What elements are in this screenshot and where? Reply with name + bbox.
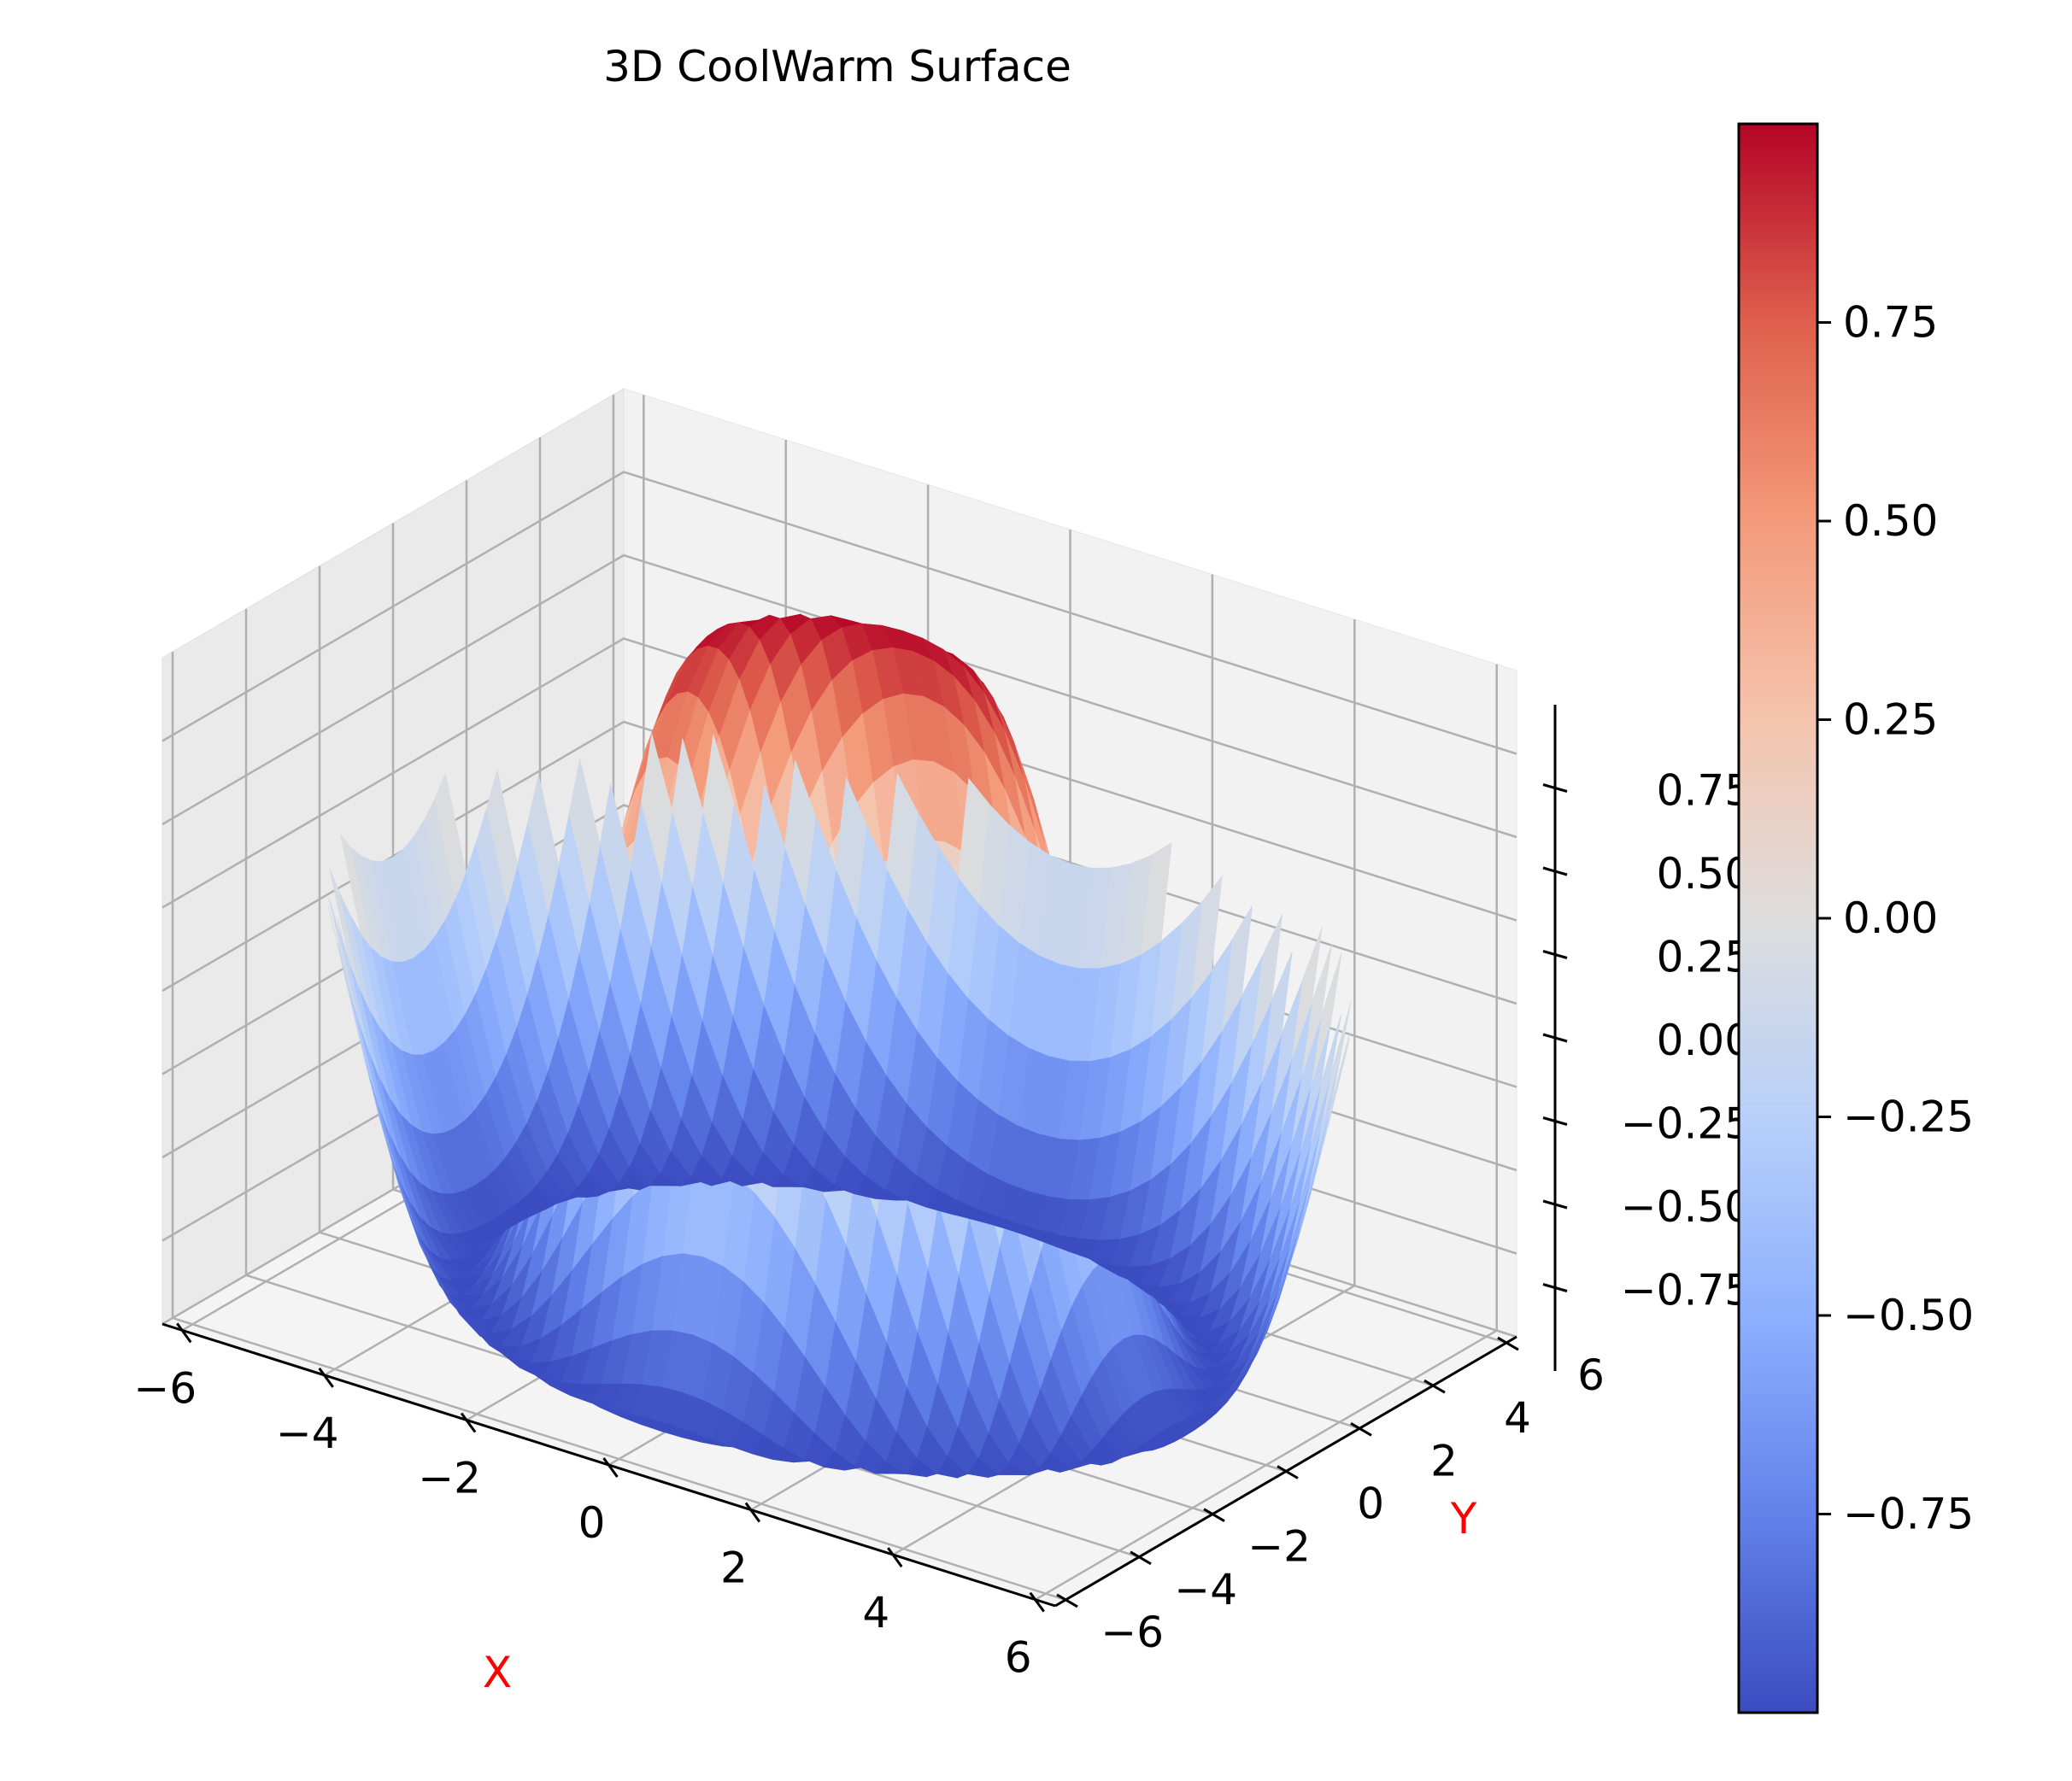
y-tick-label: 4 [1504,1393,1531,1443]
y-tick [1130,1550,1152,1566]
y-tick-label: −4 [1174,1565,1237,1614]
colorbar: 0.75 0.50 0.25 0.00 −0.25 −0.50 −0.75 [1737,122,1974,1714]
y-tick [1497,1336,1519,1351]
x-tick-label: −6 [133,1363,197,1413]
x-tick [318,1368,334,1388]
y-tick [1350,1422,1372,1437]
x-tick [744,1502,761,1523]
z-tick-label: 0.00 [1657,1016,1752,1065]
grid-line-z [161,637,1517,922]
z-tick-label: 0.50 [1657,849,1752,899]
z-tick-label: −0.50 [1621,1182,1752,1232]
grid-line-z [161,554,1517,839]
z-tick [1542,783,1568,793]
x-tick [176,1322,192,1344]
y-tick-label: 6 [1577,1350,1605,1400]
surface-patch [784,760,816,904]
x-tick-label: 6 [1005,1633,1032,1683]
axes: −6−4−20246−6−4−20246−0.75−0.50−0.250.000… [133,705,1752,1683]
y-tick-label: −2 [1247,1522,1311,1572]
z-tick [1542,1199,1568,1210]
z-tick-label: 0.25 [1657,933,1752,982]
surface-patch [958,777,989,905]
y-tick-label: −6 [1101,1608,1164,1657]
y-tick [1423,1379,1446,1394]
colorbar-tick-label: −0.75 [1843,1490,1974,1539]
surface-patch [702,735,735,882]
y-tick [1056,1593,1078,1608]
z-tick [1542,950,1568,959]
colorbar-tick-label: 0.75 [1843,298,1938,348]
y-tick [1203,1508,1225,1522]
x-tick [887,1547,903,1567]
x-tick-label: 2 [720,1544,748,1593]
x-tick [1029,1591,1045,1613]
z-tick-label: −0.25 [1621,1099,1752,1149]
y-tick-label: 2 [1430,1436,1458,1485]
z-tick [1542,1033,1568,1043]
z-tick-label: −0.75 [1621,1266,1752,1315]
x-tick-label: −4 [276,1409,339,1458]
chart-title: 3D CoolWarm Surface [603,42,1071,91]
x-tick-label: −2 [418,1453,481,1503]
grid-line-z [161,720,1517,1005]
x-tick-label: 4 [862,1588,889,1637]
surface-patch [886,772,919,909]
x-tick [602,1457,619,1478]
colorbar-tick-label: 0.25 [1843,695,1938,745]
z-tick [1542,1283,1568,1292]
y-tick-label: 0 [1357,1479,1384,1529]
colorbar-tick-label: −0.50 [1843,1291,1974,1340]
grid-line-z [161,471,1517,755]
x-axis-label: X [483,1648,512,1697]
colorbar-ticks: 0.75 0.50 0.25 0.00 −0.25 −0.50 −0.75 [1817,298,1974,1539]
colorbar-tick-label: 0.00 [1843,893,1938,943]
surface [327,613,1352,1479]
surface-patch [835,776,867,918]
colorbar-gradient [1737,122,1819,1714]
y-axis-label: Y [1450,1494,1477,1544]
z-tick [1542,866,1568,876]
z-tick [1542,1116,1568,1126]
colorbar-tick-label: −0.25 [1843,1093,1974,1142]
colorbar-tick-label: 0.50 [1843,496,1938,546]
y-tick [1277,1465,1299,1479]
z-tick-label: 0.75 [1657,766,1752,816]
x-tick [460,1412,477,1433]
x-tick-label: 0 [578,1498,606,1548]
